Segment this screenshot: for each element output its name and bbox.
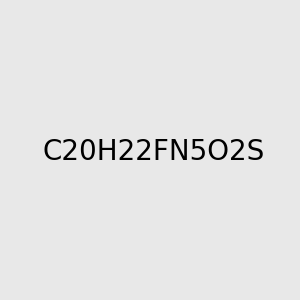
Text: C20H22FN5O2S: C20H22FN5O2S [43, 137, 265, 166]
